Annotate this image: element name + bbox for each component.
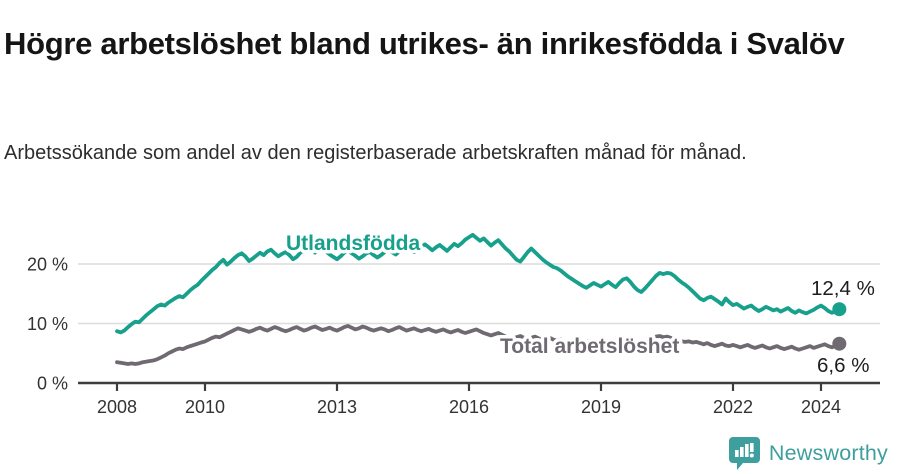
x-tick-label-2013: 2013 [317, 397, 357, 417]
page-title: Högre arbetslöshet bland utrikes- än inr… [4, 25, 845, 61]
end-dot-utlandsf-dda [832, 302, 847, 317]
y-tick-label-10: 10 % [27, 314, 68, 334]
newsworthy-logo-icon [728, 437, 760, 470]
x-tick-label-2016: 2016 [449, 397, 489, 417]
series-line-total-arbetsl-shet [115, 323, 842, 366]
end-value-label-utlandsf-dda: 12,4 % [811, 277, 875, 300]
x-tick-label-2019: 2019 [581, 397, 621, 417]
chart-subtitle: Arbetssökande som andel av den registerb… [4, 142, 747, 164]
newsworthy-wordmark: Newsworthy [768, 440, 888, 465]
x-tick-label-2008: 2008 [97, 397, 137, 417]
series-label-total-arbetsl-shet: Total arbetslöshet [500, 335, 679, 358]
x-tick-label-2024: 2024 [801, 397, 841, 417]
newsworthy-brand: Newsworthy [728, 436, 888, 470]
end-value-label-total-arbetsl-shet: 6,6 % [817, 354, 869, 377]
y-tick-label-0: 0 % [37, 374, 68, 394]
series-line-utlandsf-dda [115, 232, 842, 335]
x-tick-label-2010: 2010 [185, 397, 225, 417]
series-label-utlandsf-dda: Utlandsfödda [286, 232, 420, 255]
x-tick-label-2022: 2022 [713, 397, 753, 417]
y-tick-label-20: 20 % [27, 255, 68, 275]
end-dot-total-arbetsl-shet [832, 336, 847, 351]
